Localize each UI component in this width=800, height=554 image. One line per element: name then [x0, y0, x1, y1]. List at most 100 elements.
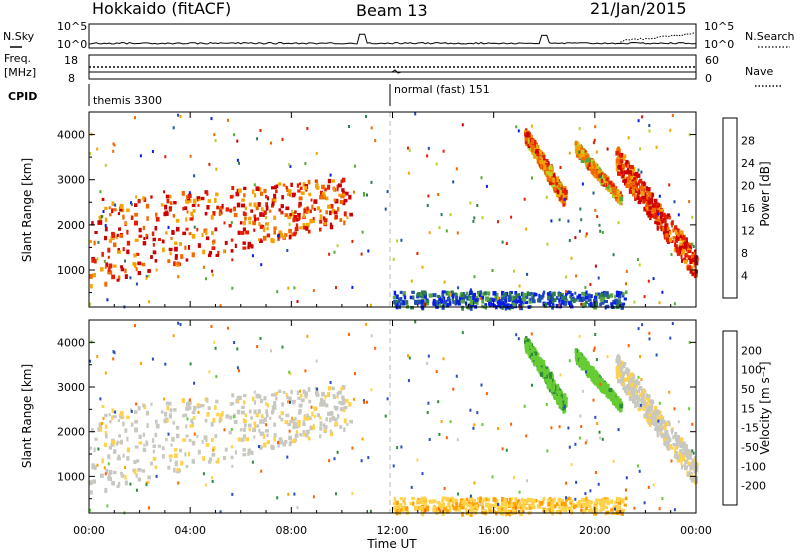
freq-label: Freq.: [4, 52, 31, 65]
velocity-cell: [678, 438, 681, 443]
power-cell: [518, 295, 522, 301]
velocity-cell: [277, 442, 280, 448]
power-cell: [529, 146, 532, 150]
power-cell: [438, 226, 441, 230]
velocity-cell: [524, 503, 527, 508]
power-cell: [190, 211, 194, 216]
power-cell: [205, 230, 208, 236]
power-cell: [552, 183, 556, 187]
power-cell: [587, 293, 591, 299]
power-cell: [641, 195, 645, 201]
power-cell: [139, 154, 142, 158]
velocity-cell: [526, 339, 530, 344]
power-cell: [202, 265, 205, 269]
power-cell: [617, 148, 621, 154]
velocity-cell: [626, 375, 630, 380]
power-cell: [617, 221, 620, 225]
velocity-cell: [661, 497, 664, 500]
power-cell: [286, 249, 289, 252]
velocity-cell: [574, 504, 578, 508]
velocity-cell: [673, 454, 677, 459]
velocity-cell: [673, 508, 676, 512]
power-cell: [416, 252, 419, 255]
velocity-cell: [557, 396, 562, 401]
power-cell: [693, 263, 697, 268]
power-cell: [525, 227, 528, 231]
power-cell: [119, 203, 124, 209]
velocity-cell: [570, 504, 575, 508]
power-cell: [319, 209, 322, 213]
velocity-cell: [615, 403, 619, 409]
velocity-cell: [681, 453, 684, 458]
velocity-cell: [665, 440, 669, 445]
power-cell: [574, 298, 578, 302]
power-cell: [533, 292, 536, 297]
velocity-cell: [105, 468, 109, 474]
velocity-cell: [150, 461, 153, 466]
velocity-cell: [639, 392, 643, 398]
power-cell: [653, 198, 658, 203]
power-cell: [643, 295, 646, 299]
power-cell: [580, 218, 583, 222]
velocity-cell: [252, 427, 256, 433]
power-cell: [117, 212, 120, 216]
velocity-cell: [407, 354, 409, 358]
velocity-cell: [99, 397, 102, 401]
power-cell: [319, 227, 322, 232]
velocity-cell: [560, 402, 563, 408]
velocity-cell: [189, 362, 192, 366]
velocity-cell: [126, 436, 129, 442]
velocity-cell: [152, 456, 157, 461]
power-cell: [100, 215, 103, 219]
power-plot-bg: [89, 112, 696, 307]
power-cell: [440, 213, 443, 217]
power-cell: [642, 191, 645, 196]
velocity-cell: [550, 388, 555, 392]
power-cell: [316, 206, 320, 211]
velocity-cell: [135, 459, 140, 463]
power-cell: [517, 129, 520, 133]
power-cell: [610, 302, 614, 306]
power-cell: [543, 302, 548, 308]
power-cell: [438, 296, 442, 302]
velocity-cell: [89, 446, 92, 450]
velocity-cell: [316, 387, 319, 391]
power-cell: [542, 290, 546, 295]
velocity-cell: [147, 480, 150, 484]
velocity-cell: [152, 449, 155, 454]
velocity-cell: [302, 429, 306, 434]
power-cell: [185, 217, 188, 222]
power-cell: [595, 165, 600, 169]
velocity-cell: [619, 403, 624, 409]
velocity-cell: [165, 438, 168, 442]
velocity-cell: [288, 429, 291, 433]
power-cell: [622, 157, 626, 161]
velocity-cell: [536, 359, 540, 364]
velocity-cell: [451, 497, 454, 502]
power-cell: [636, 192, 640, 196]
velocity-cell: [215, 460, 220, 464]
power-cell: [616, 190, 620, 195]
velocity-cell: [622, 361, 627, 366]
velocity-cell: [517, 506, 520, 510]
velocity-cell: [637, 407, 642, 412]
power-cell: [348, 194, 352, 200]
velocity-cell: [263, 396, 267, 401]
power-cell: [296, 300, 299, 303]
power-cell: [204, 211, 208, 216]
power-cell: [284, 213, 289, 217]
power-cell: [475, 301, 479, 305]
power-cell: [302, 223, 306, 227]
power-cell: [403, 291, 406, 295]
velocity-cell: [255, 413, 259, 418]
velocity-cell: [313, 414, 316, 418]
power-cell: [670, 240, 674, 244]
velocity-cell: [455, 374, 458, 378]
power-cell: [687, 250, 692, 254]
power-cell: [295, 223, 299, 228]
power-cell: [280, 210, 284, 215]
power-cell: [251, 254, 254, 258]
power-cell: [546, 170, 549, 175]
power-cell: [134, 220, 138, 226]
